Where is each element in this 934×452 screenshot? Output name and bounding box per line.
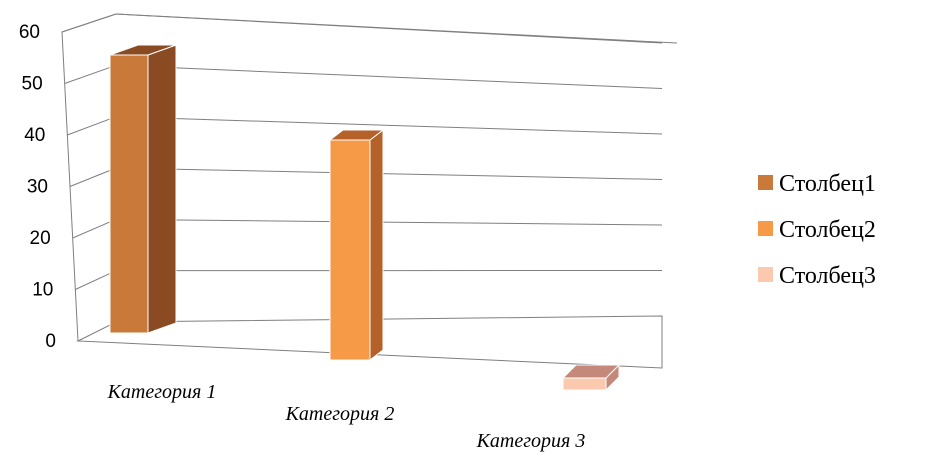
category-label: Категория 2 [285,403,395,425]
bar-front [562,377,607,391]
y-tick-label: 0 [45,331,56,352]
gridline [115,13,663,44]
bars [109,44,621,392]
bar-top [561,364,621,379]
y-tick-label: 60 [19,22,40,43]
gridline-side [64,64,117,84]
gridline [115,167,663,180]
gridline-side [69,167,117,187]
gridline [115,218,663,226]
bar-3 [561,363,621,392]
y-tick-label: 20 [30,228,51,249]
bar-top [109,44,177,56]
legend: Столбец1 Столбец2 Столбец3 [758,171,876,289]
gridline-side [61,13,117,33]
y-tick-label: 40 [24,125,45,146]
bar-front [109,54,149,334]
category-label: Категория 3 [476,430,586,452]
floor-outline [76,315,663,369]
gridline [115,116,663,135]
category-label: Категория 1 [107,381,217,403]
bar-front [329,139,371,361]
bar-side [369,128,384,362]
bar-top [328,129,385,141]
y-tick-label: 10 [32,280,53,301]
gridline-side [67,116,117,136]
legend-label: Столбец2 [779,217,876,243]
x-axis-categories: Категория 1 Категория 2 Категория 3 [107,381,586,452]
legend-label: Столбец1 [779,171,876,197]
y-axis-ticks: 0 10 20 30 40 50 60 [19,22,56,352]
bar-1 [109,44,177,334]
bar-2 [328,128,385,362]
y-tick-label: 50 [22,74,43,95]
legend-label: Столбец3 [779,263,876,289]
gridline-side [75,270,117,290]
legend-swatch [758,175,773,190]
legend-swatch [758,221,773,236]
gridlines [61,13,663,290]
y-tick-label: 30 [27,177,48,198]
gridline-side [72,218,117,239]
bar-side [147,44,177,334]
gridline [115,64,663,89]
legend-swatch [758,267,773,282]
